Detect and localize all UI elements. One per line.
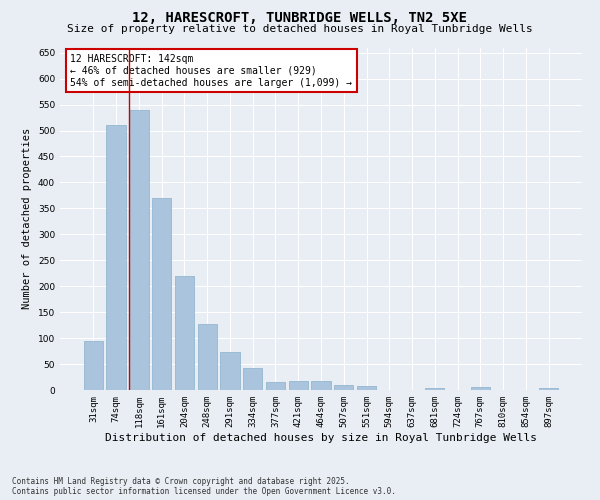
Text: Size of property relative to detached houses in Royal Tunbridge Wells: Size of property relative to detached ho…	[67, 24, 533, 34]
Text: 12, HARESCROFT, TUNBRIDGE WELLS, TN2 5XE: 12, HARESCROFT, TUNBRIDGE WELLS, TN2 5XE	[133, 12, 467, 26]
Bar	[197, 324, 217, 390]
Bar	[470, 388, 490, 390]
Bar	[289, 381, 308, 390]
Bar	[311, 381, 331, 390]
Bar	[152, 198, 172, 390]
Text: Contains HM Land Registry data © Crown copyright and database right 2025.
Contai: Contains HM Land Registry data © Crown c…	[12, 476, 396, 496]
Bar	[84, 340, 103, 390]
Bar	[175, 276, 194, 390]
Text: 12 HARESCROFT: 142sqm
← 46% of detached houses are smaller (929)
54% of semi-det: 12 HARESCROFT: 142sqm ← 46% of detached …	[70, 54, 352, 88]
Bar	[539, 388, 558, 390]
Bar	[129, 110, 149, 390]
Bar	[266, 382, 285, 390]
Bar	[220, 352, 239, 390]
Y-axis label: Number of detached properties: Number of detached properties	[22, 128, 32, 310]
Bar	[425, 388, 445, 390]
Bar	[243, 368, 262, 390]
Bar	[334, 385, 353, 390]
Bar	[106, 126, 126, 390]
X-axis label: Distribution of detached houses by size in Royal Tunbridge Wells: Distribution of detached houses by size …	[105, 432, 537, 442]
Bar	[357, 386, 376, 390]
